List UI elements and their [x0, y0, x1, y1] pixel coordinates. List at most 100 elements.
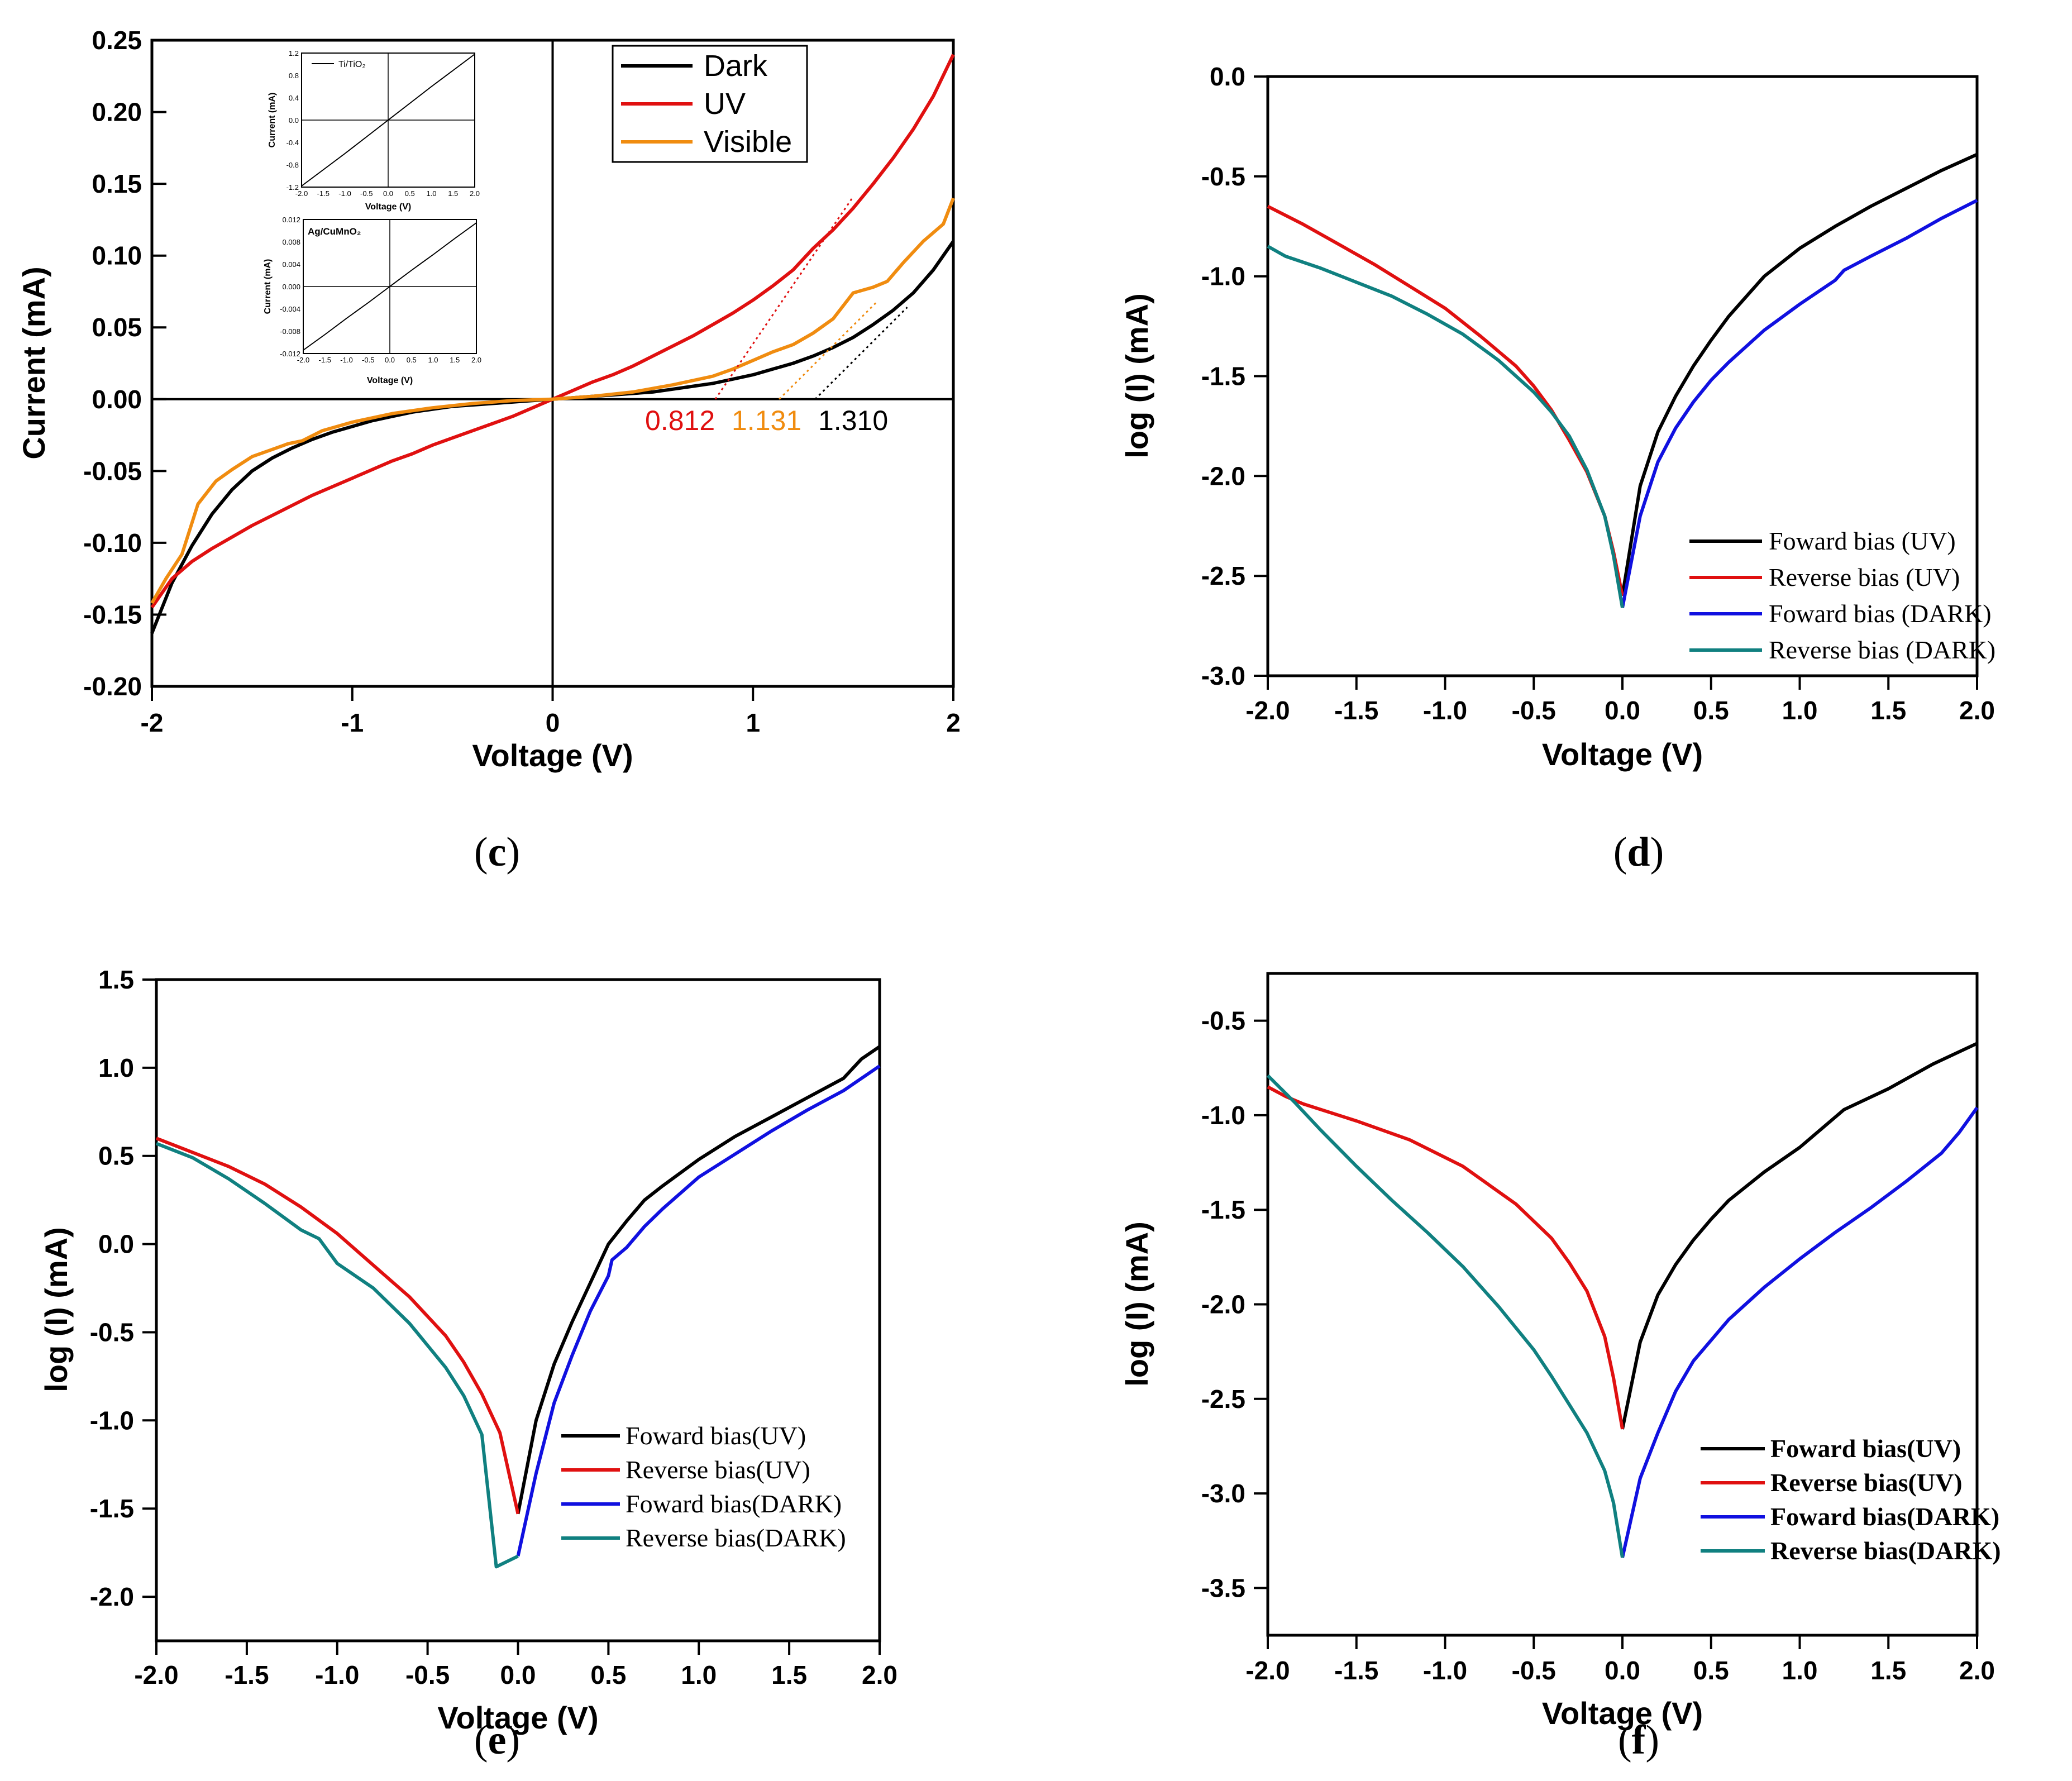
x-tick-label: 0.0: [500, 1660, 536, 1689]
x-tick-label: 1.5: [1870, 1656, 1906, 1685]
x-tick-label: -2.0: [1245, 696, 1290, 725]
y-axis-label: log (I) (mA): [39, 1227, 74, 1392]
inset-title: Ti/TiO₂: [338, 60, 366, 69]
inset-x-tick-label: 2.0: [471, 356, 481, 364]
x-axis-ticks: [155, 1641, 881, 1655]
series-line-foward-bias-dark-: [516, 1064, 881, 1557]
x-tick-label: 0: [546, 708, 560, 737]
inset-xlabel: Voltage (V): [365, 202, 411, 212]
legend-label-uv: UV: [704, 87, 746, 121]
inset-y-tick-label: -0.4: [287, 139, 299, 147]
threshold-annotation-dark: 1.310: [818, 405, 888, 436]
y-tick-label: -2.0: [1201, 461, 1245, 490]
x-axis-label: Voltage (V): [1542, 1696, 1703, 1731]
y-tick-label: -1.0: [1201, 1101, 1245, 1130]
series-line-visible: [150, 197, 955, 604]
panel-label-f: (f): [1618, 1717, 1659, 1763]
inset-x-tick-label: 0.0: [385, 356, 395, 364]
y-axis-ticks: [142, 978, 156, 1598]
legend-label: Reverse bias (DARK): [1769, 636, 1995, 664]
inset-x-tick-label: -2.0: [295, 189, 308, 198]
x-tick-label: -1.5: [1334, 696, 1378, 725]
inset-x-tick-label: 0.5: [405, 189, 415, 198]
y-tick-label: -1.0: [90, 1406, 134, 1435]
threshold-annotation-visible: 1.131: [732, 405, 801, 436]
y-tick-label: -0.5: [1201, 1006, 1245, 1035]
x-tick-label: -1.5: [225, 1660, 269, 1689]
x-tick-label: 2.0: [1959, 1656, 1995, 1685]
legend-label: Foward bias(UV): [1770, 1434, 1961, 1463]
inset-y-tick-label: 0.000: [282, 283, 300, 291]
x-tick-label: 0.0: [1605, 1656, 1640, 1685]
x-tick-label: -1: [341, 708, 364, 737]
inset-ylabel: Current (mA): [268, 93, 277, 148]
inset-ti-tio2: Ti/TiO₂ Voltage (V) Current (mA) -2.0 -1.…: [268, 49, 480, 212]
panel-label-e: (e): [474, 1717, 520, 1763]
y-tick-label: -1.5: [90, 1494, 134, 1523]
legend-label-visible: Visible: [704, 125, 792, 159]
series-line-reverse-bias-dark-: [1266, 1074, 1624, 1558]
y-tick-label: -3.0: [1201, 661, 1245, 690]
x-tick-label: -2: [141, 708, 164, 737]
legend-label: Foward bias (DARK): [1769, 599, 1992, 628]
inset-x-tick-label: 0.0: [383, 189, 393, 198]
x-tick-label: 0.5: [590, 1660, 626, 1689]
x-tick-label: 1.5: [1870, 696, 1906, 725]
extrapolation-line: [779, 300, 878, 400]
y-tick-label: 1.0: [98, 1053, 134, 1082]
chart-panel-c: 0.25 0.20 0.15 0.10 0.05 0.00 -0.05 -0.1…: [16, 26, 961, 875]
series-line-reverse-bias-dark-: [1267, 245, 1624, 608]
legend-label-dark: Dark: [704, 49, 768, 83]
inset-x-tick-label: -2.0: [297, 356, 309, 364]
x-tick-label: -2.0: [1245, 1656, 1290, 1685]
y-tick-label: 0.20: [92, 98, 142, 127]
inset-y-tick-label: -1.2: [287, 183, 299, 192]
y-tick-label: 1.5: [98, 965, 134, 994]
series-line-foward-bias-dark-: [1621, 199, 1978, 608]
y-tick-label: 0.0: [98, 1230, 134, 1259]
series-line-reverse-bias-dark-: [155, 1142, 519, 1569]
chart-panel-e: 1.5 1.0 0.5 0.0 -0.5 -1.0 -1.5 -2.0 -2.0…: [39, 965, 897, 1763]
y-axis-label: log (I) (mA): [1119, 1221, 1154, 1386]
inset-y-tick-label: -0.8: [287, 161, 299, 169]
legend: Dark UV Visible: [612, 45, 808, 163]
y-tick-label: -3.0: [1201, 1479, 1245, 1508]
y-tick-label: -0.05: [83, 456, 142, 485]
legend-label: Reverse bias (UV): [1769, 563, 1960, 591]
series-line-reverse-bias-uv-: [1267, 204, 1624, 596]
panel-label-d: (d): [1613, 829, 1664, 875]
legend: Foward bias(UV) Reverse bias(UV) Foward …: [561, 1421, 846, 1552]
x-tick-label: -0.5: [1512, 1656, 1556, 1685]
y-tick-label: -2.0: [1201, 1290, 1245, 1319]
panel-label-c: (c): [474, 829, 520, 875]
x-tick-label: 2.0: [862, 1660, 897, 1689]
y-tick-label: -1.5: [1201, 1195, 1245, 1224]
series-line-foward-bias-uv-: [1621, 152, 1978, 596]
y-tick-label: 0.5: [98, 1142, 134, 1171]
y-tick-label: 0.0: [1210, 62, 1245, 91]
x-tick-label: 1.5: [771, 1660, 807, 1689]
inset-y-tick-label: 0.8: [289, 71, 299, 80]
y-tick-label: 0.10: [92, 241, 142, 270]
legend-label: Reverse bias(UV): [626, 1455, 810, 1484]
legend-label: Foward bias(UV): [626, 1421, 806, 1450]
series-line-reverse-bias-uv-: [155, 1137, 520, 1515]
x-tick-label: -1.0: [1423, 696, 1467, 725]
chart-panel-d: 0.0 -0.5 -1.0 -1.5 -2.0 -2.5 -3.0 -2.0 -…: [1119, 62, 1995, 875]
x-axis-ticks: [1267, 676, 1978, 690]
y-axis-label: Current (mA): [16, 266, 51, 459]
y-tick-label: -2.0: [90, 1582, 134, 1611]
x-tick-label: 1: [746, 708, 760, 737]
inset-x-tick-label: 1.0: [426, 189, 436, 198]
inset-x-tick-label: 1.5: [450, 356, 460, 364]
x-axis-ticks: [1267, 1635, 1978, 1649]
y-tick-label: 0.00: [92, 385, 142, 414]
y-tick-label: -0.5: [90, 1318, 134, 1347]
series-line-reverse-bias-uv-: [1267, 1085, 1624, 1430]
inset-x-tick-label: -1.0: [338, 189, 351, 198]
inset-y-tick-label: 0.004: [282, 260, 300, 269]
y-tick-label: -1.5: [1201, 362, 1245, 391]
inset-y-tick-label: 0.012: [282, 216, 300, 224]
threshold-annotation-uv: 0.812: [645, 405, 715, 436]
inset-x-tick-label: 2.0: [470, 189, 480, 198]
